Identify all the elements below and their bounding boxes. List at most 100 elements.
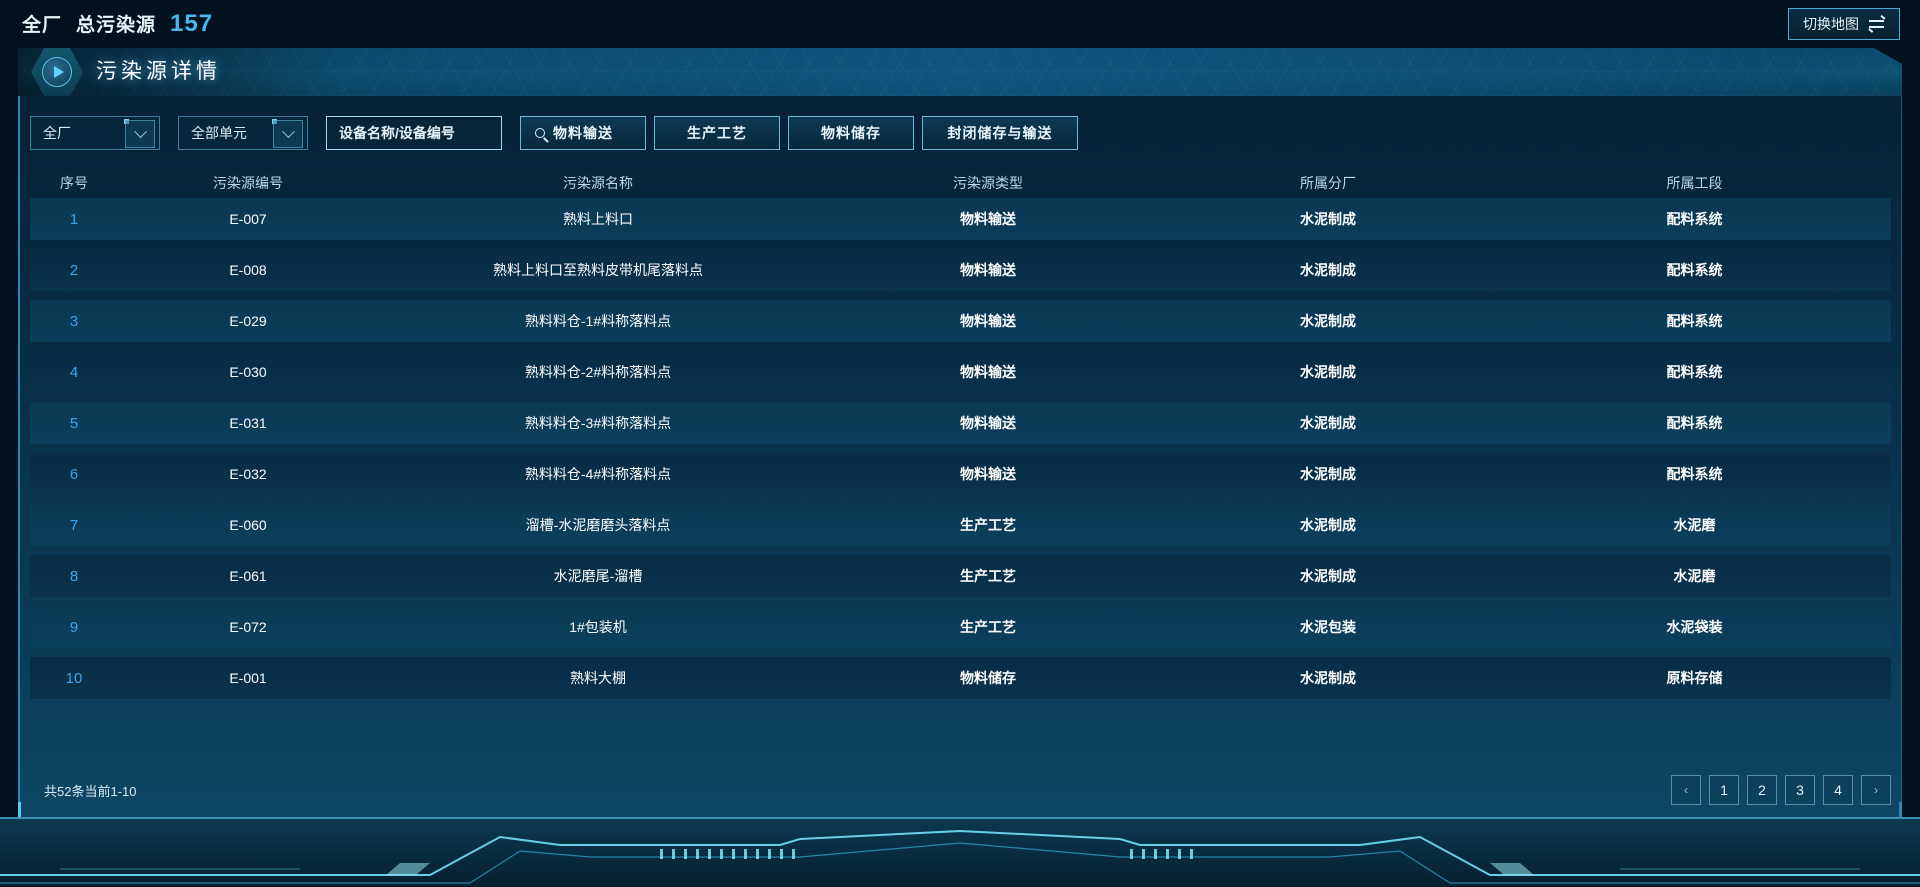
pagination-prev-button[interactable]: ‹ xyxy=(1671,775,1701,805)
bottom-decoration xyxy=(0,817,1920,887)
cell-index: 8 xyxy=(69,567,79,585)
select-tick-decoration xyxy=(124,119,129,124)
pagination-page-4-button[interactable]: 4 xyxy=(1823,775,1853,805)
cell-section: 水泥磨 xyxy=(1673,517,1716,533)
search-box[interactable] xyxy=(326,116,545,150)
cell-section: 原料存储 xyxy=(1666,670,1723,686)
cell-code: E-001 xyxy=(229,670,267,686)
cell-name: 1#包装机 xyxy=(569,619,627,635)
cell-section: 配料系统 xyxy=(1666,262,1723,278)
search-input[interactable] xyxy=(327,117,535,149)
table-row[interactable]: 8 E-061 水泥磨尾-溜槽 生产工艺 水泥制成 水泥磨 xyxy=(30,555,1891,597)
cell-code: E-030 xyxy=(229,364,267,380)
table-row[interactable]: 7 E-060 溜槽-水泥磨磨头落料点 生产工艺 水泥制成 水泥磨 xyxy=(30,504,1891,546)
panel-badge xyxy=(30,48,84,96)
table-row[interactable]: 2 E-008 熟料上料口至熟料皮带机尾落料点 物料输送 水泥制成 配料系统 xyxy=(30,249,1891,291)
pagination: ‹ 1 2 3 4 › xyxy=(1671,775,1891,805)
table-row[interactable]: 9 E-072 1#包装机 生产工艺 水泥包装 水泥袋装 xyxy=(30,606,1891,648)
chevron-down-icon[interactable] xyxy=(273,120,303,148)
cell-name: 熟料料仓-2#料称落料点 xyxy=(524,364,672,380)
unit-select[interactable]: 全部单元 xyxy=(178,116,308,150)
play-triangle-icon xyxy=(54,66,64,78)
pollution-source-panel: 污染源详情 全厂 全部单元 xyxy=(18,48,1902,820)
panel-body: 全厂 全部单元 物料输送 生产工艺 物料储存 封闭储存与输送 xyxy=(18,96,1902,820)
cell-factory: 水泥制成 xyxy=(1300,517,1356,533)
table-body: 1 E-007 熟料上料口 物料输送 水泥制成 配料系统 2 E-008 熟料上料口至熟料皮带机… xyxy=(30,198,1891,699)
cell-name: 熟料上料口至熟料皮带机尾落料点 xyxy=(493,262,703,278)
cell-index: 2 xyxy=(69,261,79,279)
cell-section: 配料系统 xyxy=(1666,415,1723,431)
cell-factory: 水泥制成 xyxy=(1300,466,1356,482)
cell-name: 熟料料仓-1#料称落料点 xyxy=(524,313,672,329)
cell-factory: 水泥包装 xyxy=(1300,619,1356,635)
cell-section: 水泥磨 xyxy=(1673,568,1716,584)
cell-factory: 水泥制成 xyxy=(1300,211,1356,227)
table-row[interactable]: 4 E-030 熟料料仓-2#料称落料点 物料输送 水泥制成 配料系统 xyxy=(30,351,1891,393)
panel-header: 污染源详情 xyxy=(18,48,1902,96)
cell-section: 配料系统 xyxy=(1666,466,1723,482)
cell-type: 生产工艺 xyxy=(960,619,1016,635)
cell-index: 7 xyxy=(69,516,79,534)
cell-name: 溜槽-水泥磨磨头落料点 xyxy=(525,517,671,533)
search-icon[interactable] xyxy=(535,128,545,138)
cell-type: 物料输送 xyxy=(960,262,1016,278)
panel-title: 污染源详情 xyxy=(96,60,221,83)
switch-map-button[interactable]: 切换地图 xyxy=(1788,8,1900,40)
table-footer: 共52条当前1-10 ‹ 1 2 3 4 › xyxy=(30,775,1891,805)
column-header-factory: 所属分厂 xyxy=(1300,175,1356,191)
cell-code: E-031 xyxy=(229,415,267,431)
cell-code: E-061 xyxy=(229,568,267,584)
cell-type: 物料输送 xyxy=(960,211,1016,227)
unit-select-value: 全部单元 xyxy=(191,125,247,141)
cell-factory: 水泥制成 xyxy=(1300,568,1356,584)
play-circle-icon xyxy=(42,57,72,87)
switch-map-label: 切换地图 xyxy=(1803,16,1859,32)
cell-index: 9 xyxy=(69,618,79,636)
table-row[interactable]: 10 E-001 熟料大棚 物料储存 水泥制成 原料存储 xyxy=(30,657,1891,699)
column-header-index: 序号 xyxy=(60,175,88,191)
top-bar-title: 全厂 总污染源 157 xyxy=(22,10,213,38)
cell-type: 物料输送 xyxy=(960,364,1016,380)
pollution-source-table: 序号 污染源编号 污染源名称 污染源类型 所属分厂 所属工段 1 E-007 熟料上… xyxy=(30,168,1891,708)
cell-name: 水泥磨尾-溜槽 xyxy=(553,568,643,584)
cell-index: 1 xyxy=(69,210,79,228)
table-row[interactable]: 3 E-029 熟料料仓-1#料称落料点 物料输送 水泥制成 配料系统 xyxy=(30,300,1891,342)
cell-type: 物料储存 xyxy=(960,670,1016,686)
pagination-next-button[interactable]: › xyxy=(1861,775,1891,805)
cell-section: 配料系统 xyxy=(1666,313,1723,329)
cell-factory: 水泥制成 xyxy=(1300,313,1356,329)
select-tick-decoration xyxy=(272,119,277,124)
cell-index: 10 xyxy=(65,669,83,687)
category-button-material-storage[interactable]: 物料储存 xyxy=(788,116,914,150)
hexagon-badge-icon xyxy=(31,48,83,96)
pagination-page-2-button[interactable]: 2 xyxy=(1747,775,1777,805)
metric-value: 157 xyxy=(170,10,214,37)
column-header-name: 污染源名称 xyxy=(563,175,633,191)
cell-index: 6 xyxy=(69,465,79,483)
cell-code: E-032 xyxy=(229,466,267,482)
pagination-page-3-button[interactable]: 3 xyxy=(1785,775,1815,805)
cell-section: 配料系统 xyxy=(1666,211,1723,227)
table-row[interactable]: 5 E-031 熟料料仓-3#料称落料点 物料输送 水泥制成 配料系统 xyxy=(30,402,1891,444)
cell-index: 5 xyxy=(69,414,79,432)
category-button-enclosed-storage-transport[interactable]: 封闭储存与输送 xyxy=(922,116,1078,150)
column-header-code: 污染源编号 xyxy=(213,175,283,191)
category-button-production-process[interactable]: 生产工艺 xyxy=(654,116,780,150)
cell-factory: 水泥制成 xyxy=(1300,670,1356,686)
table-row[interactable]: 6 E-032 熟料料仓-4#料称落料点 物料输送 水泥制成 配料系统 xyxy=(30,453,1891,495)
top-bar: 全厂 总污染源 157 切换地图 xyxy=(0,0,1920,48)
table-row[interactable]: 1 E-007 熟料上料口 物料输送 水泥制成 配料系统 xyxy=(30,198,1891,240)
cell-name: 熟料料仓-4#料称落料点 xyxy=(524,466,672,482)
plant-select[interactable]: 全厂 xyxy=(30,116,160,150)
cell-code: E-008 xyxy=(229,262,267,278)
column-header-section: 所属工段 xyxy=(1666,175,1723,191)
cell-factory: 水泥制成 xyxy=(1300,262,1356,278)
pagination-page-1-button[interactable]: 1 xyxy=(1709,775,1739,805)
chevron-down-icon[interactable] xyxy=(125,120,155,148)
cell-section: 水泥袋装 xyxy=(1666,619,1723,635)
swap-arrows-icon xyxy=(1868,14,1886,33)
cell-section: 配料系统 xyxy=(1666,364,1723,380)
cell-name: 熟料大棚 xyxy=(570,670,626,686)
cell-index: 3 xyxy=(69,312,79,330)
